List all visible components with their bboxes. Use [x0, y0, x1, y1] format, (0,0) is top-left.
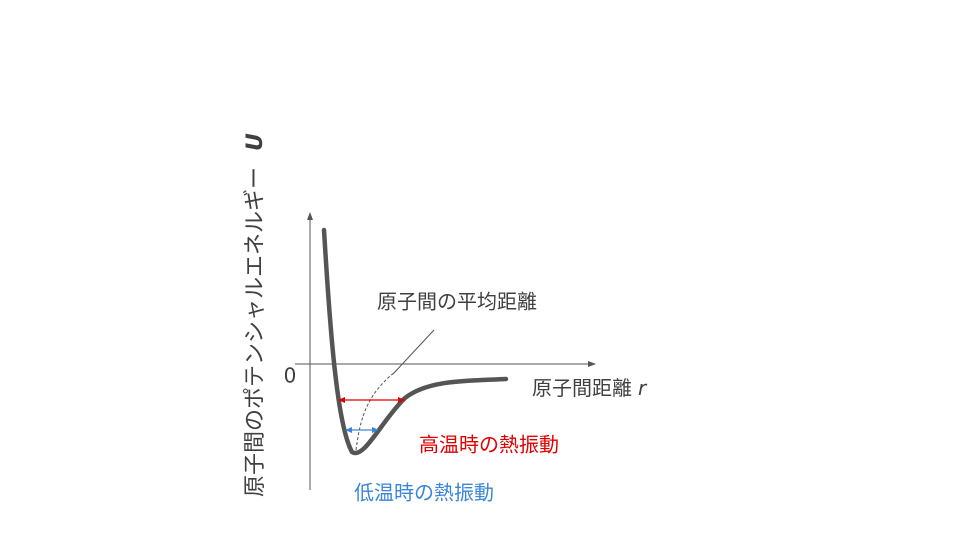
y-axis-symbol: U	[243, 133, 268, 151]
x-axis-label: 原子間距離 r	[532, 376, 648, 400]
y-axis-label: 原子間のポテンシャルエネルギー U	[243, 133, 268, 497]
potential-curve	[321, 227, 509, 456]
y-axis-text: 原子間のポテンシャルエネルギー	[243, 167, 268, 497]
mean-distance-curve	[355, 371, 396, 451]
x-axis-text: 原子間距離	[532, 376, 632, 400]
low-temp-label: 低温時の熱振動	[354, 481, 494, 505]
origin-label: 0	[284, 364, 297, 388]
high-temp-label: 高温時の熱振動	[419, 433, 559, 457]
mean-distance-label: 原子間の平均距離	[377, 290, 537, 314]
x-axis-symbol: r	[638, 376, 648, 400]
leader-line	[392, 329, 435, 375]
